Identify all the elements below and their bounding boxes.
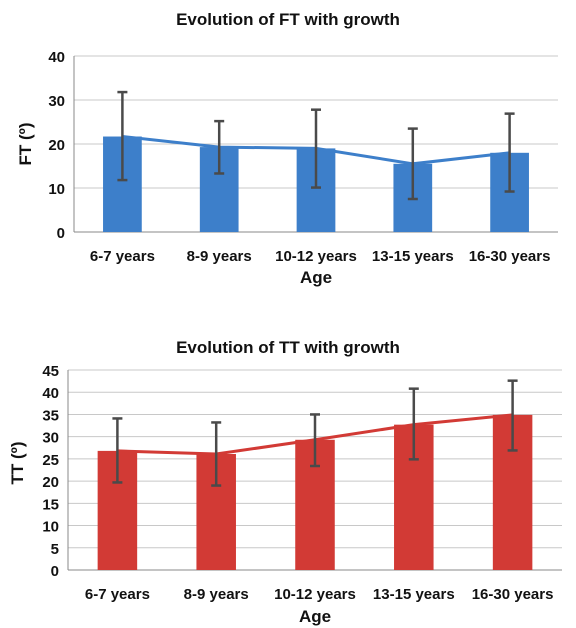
y-tick-label: 5 — [51, 541, 59, 558]
x-axis-label: Age — [298, 607, 332, 626]
x-tick-label: 16-30 years — [472, 586, 554, 603]
y-tick-label: 10 — [48, 181, 65, 198]
x-tick-label: 6-7 years — [85, 586, 150, 603]
y-tick-label: 30 — [48, 93, 65, 110]
x-tick-label: 8-9 years — [187, 248, 252, 265]
x-axis-label: Age — [299, 268, 333, 287]
tt-chart: Evolution of TT with growth 0 5 10 15 20 25 30… — [0, 330, 576, 628]
ft-chart: Evolution of FT with growth 0 10 20 30 40 6-7… — [0, 0, 576, 300]
y-tick-label: 20 — [48, 137, 65, 154]
tt-chart-plot: 0 5 10 15 20 25 30 35 40 45 6-7 years 8-9 years 10-1… — [42, 363, 562, 603]
chart-title: Evolution of FT with growth — [176, 10, 400, 29]
x-tick-label: 8-9 years — [184, 586, 249, 603]
y-tick-label: 45 — [42, 363, 59, 380]
y-tick-label: 30 — [42, 430, 59, 447]
x-tick-label: 13-15 years — [373, 586, 455, 603]
x-tick-label: 16-30 years — [469, 248, 551, 265]
y-tick-label: 35 — [42, 407, 59, 424]
y-tick-label: 10 — [42, 519, 59, 536]
y-axis-label: TT (º) — [8, 441, 27, 485]
x-tick-label: 10-12 years — [275, 248, 357, 265]
y-tick-label: 0 — [51, 563, 59, 580]
y-tick-label: 25 — [42, 452, 59, 469]
y-tick-label: 0 — [57, 225, 65, 242]
y-tick-label: 15 — [42, 496, 59, 513]
ft-chart-plot: 0 10 20 30 40 6-7 years 8-9 years 10-12 years 13… — [48, 49, 558, 265]
x-tick-label: 6-7 years — [90, 248, 155, 265]
x-tick-label: 13-15 years — [372, 248, 454, 265]
x-tick-label: 10-12 years — [274, 586, 356, 603]
y-axis-label: FT (º) — [16, 122, 35, 166]
y-tick-label: 40 — [48, 49, 65, 66]
y-tick-label: 40 — [42, 385, 59, 402]
chart-title: Evolution of TT with growth — [176, 338, 400, 357]
y-tick-label: 20 — [42, 474, 59, 491]
